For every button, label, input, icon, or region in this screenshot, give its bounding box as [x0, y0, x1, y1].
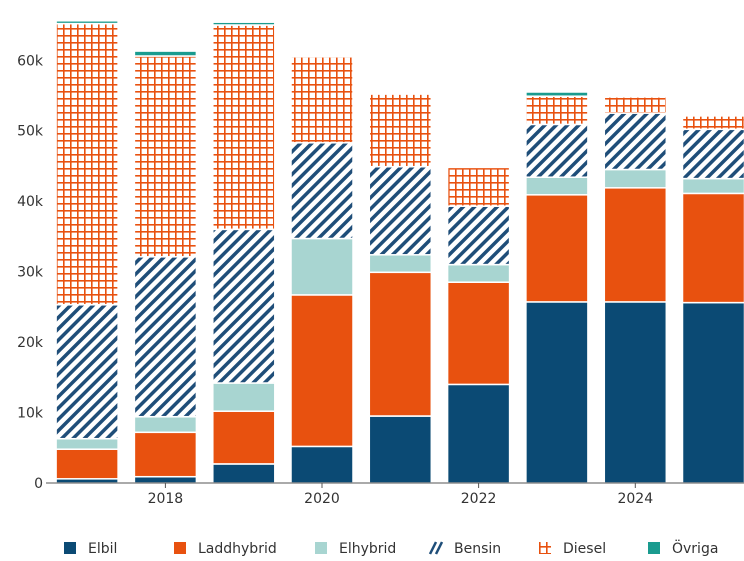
bar-elhybrid-2017 — [55, 437, 119, 450]
legend-label: Diesel — [563, 541, 606, 557]
bar-bensin-2025 — [681, 128, 744, 180]
y-tick-label: 10k — [17, 406, 44, 422]
bar-elbil-2020 — [290, 445, 354, 484]
bar--vriga-2018 — [133, 50, 198, 57]
legend-item-elbil[interactable]: Elbil — [64, 541, 117, 557]
bar-elhybrid-2020 — [290, 237, 354, 296]
bar-elbil-2021 — [368, 415, 433, 484]
bar-bensin-2022 — [446, 205, 511, 266]
legend-label: Bensin — [454, 541, 501, 557]
bar-elbil-2024 — [603, 301, 668, 484]
bar-bensin-2019 — [212, 228, 276, 384]
legend-swatch-elbil — [64, 542, 76, 554]
bar-laddhybrid-2021 — [368, 271, 433, 417]
bar-diesel-2024 — [603, 96, 668, 114]
bar-bensin-2023 — [525, 123, 589, 178]
bar-bensin-2020 — [290, 141, 354, 240]
bar-laddhybrid-2023 — [525, 194, 589, 303]
y-tick-label: 20k — [17, 335, 44, 351]
legend-item-diesel[interactable]: Diesel — [539, 541, 606, 557]
legend-label: Elhybrid — [339, 541, 396, 557]
bar-laddhybrid-2022 — [446, 281, 511, 386]
legend-label: Laddhybrid — [198, 541, 277, 557]
y-tick-label: 30k — [17, 265, 44, 281]
legend-label: Elbil — [88, 541, 117, 557]
y-tick-label: 0 — [34, 476, 43, 492]
bar-elhybrid-2023 — [525, 176, 589, 196]
bar-bensin-2024 — [603, 112, 668, 171]
bar-diesel-2017 — [55, 22, 119, 306]
legend-item-elhybrid[interactable]: Elhybrid — [315, 541, 396, 557]
bar-elhybrid-2025 — [681, 177, 744, 195]
legend-item--vriga[interactable]: Övriga — [648, 539, 718, 557]
x-tick-label: 2022 — [461, 491, 497, 507]
bar-elbil-2018 — [133, 475, 198, 484]
x-tick-label: 2024 — [617, 491, 653, 507]
bar--vriga-2023 — [525, 91, 589, 97]
y-tick-label: 50k — [17, 124, 44, 140]
x-tick-label: 2018 — [148, 491, 184, 507]
bar-diesel-2019 — [212, 24, 276, 231]
legend-swatch-laddhybrid — [174, 542, 186, 554]
y-tick-label: 60k — [17, 53, 44, 69]
bar-laddhybrid-2025 — [681, 192, 744, 304]
bar-diesel-2020 — [290, 56, 354, 144]
legend-label: Övriga — [672, 539, 718, 557]
bar-elbil-2025 — [681, 301, 744, 484]
legend-swatch--vriga — [648, 542, 660, 554]
bar--vriga-2019 — [212, 21, 276, 26]
y-tick-label: 40k — [17, 194, 44, 210]
legend-item-laddhybrid[interactable]: Laddhybrid — [174, 541, 277, 557]
bar-elbil-2023 — [525, 301, 589, 484]
axes-layer: 0 10k 20k 30k 40k 50k 60k 2018 2020 2022 2024 — [17, 53, 744, 507]
bars-layer — [55, 20, 744, 484]
legend-item-bensin[interactable]: Bensin — [428, 541, 501, 557]
bar-diesel-2023 — [525, 95, 589, 126]
legend: Elbil Laddhybrid Elhybrid Bensin Diesel Övrig… — [64, 539, 718, 557]
bar-laddhybrid-2017 — [55, 448, 119, 480]
bar-elbil-2022 — [446, 383, 511, 484]
legend-swatch-diesel — [539, 542, 551, 554]
legend-swatch-bensin — [428, 541, 444, 555]
bar-bensin-2021 — [368, 165, 433, 256]
bar-laddhybrid-2019 — [212, 410, 276, 465]
bar-bensin-2017 — [55, 304, 119, 440]
bar-diesel-2018 — [133, 55, 198, 258]
bar-laddhybrid-2020 — [290, 294, 354, 448]
bar-bensin-2018 — [133, 256, 198, 418]
bar-elhybrid-2022 — [446, 263, 511, 283]
bar-laddhybrid-2018 — [133, 431, 198, 478]
bar-elhybrid-2024 — [603, 168, 668, 189]
bar--vriga-2017 — [55, 20, 119, 25]
bar-diesel-2021 — [368, 93, 433, 168]
x-tick-label: 2020 — [304, 491, 340, 507]
bar-elhybrid-2018 — [133, 416, 198, 434]
bar-laddhybrid-2024 — [603, 187, 668, 303]
bar-diesel-2022 — [446, 166, 511, 207]
bar-diesel-2025 — [681, 115, 744, 131]
bar-elhybrid-2019 — [212, 382, 276, 412]
bar-elbil-2019 — [212, 463, 276, 484]
legend-swatch-elhybrid — [315, 542, 327, 554]
bar-elhybrid-2021 — [368, 253, 433, 274]
